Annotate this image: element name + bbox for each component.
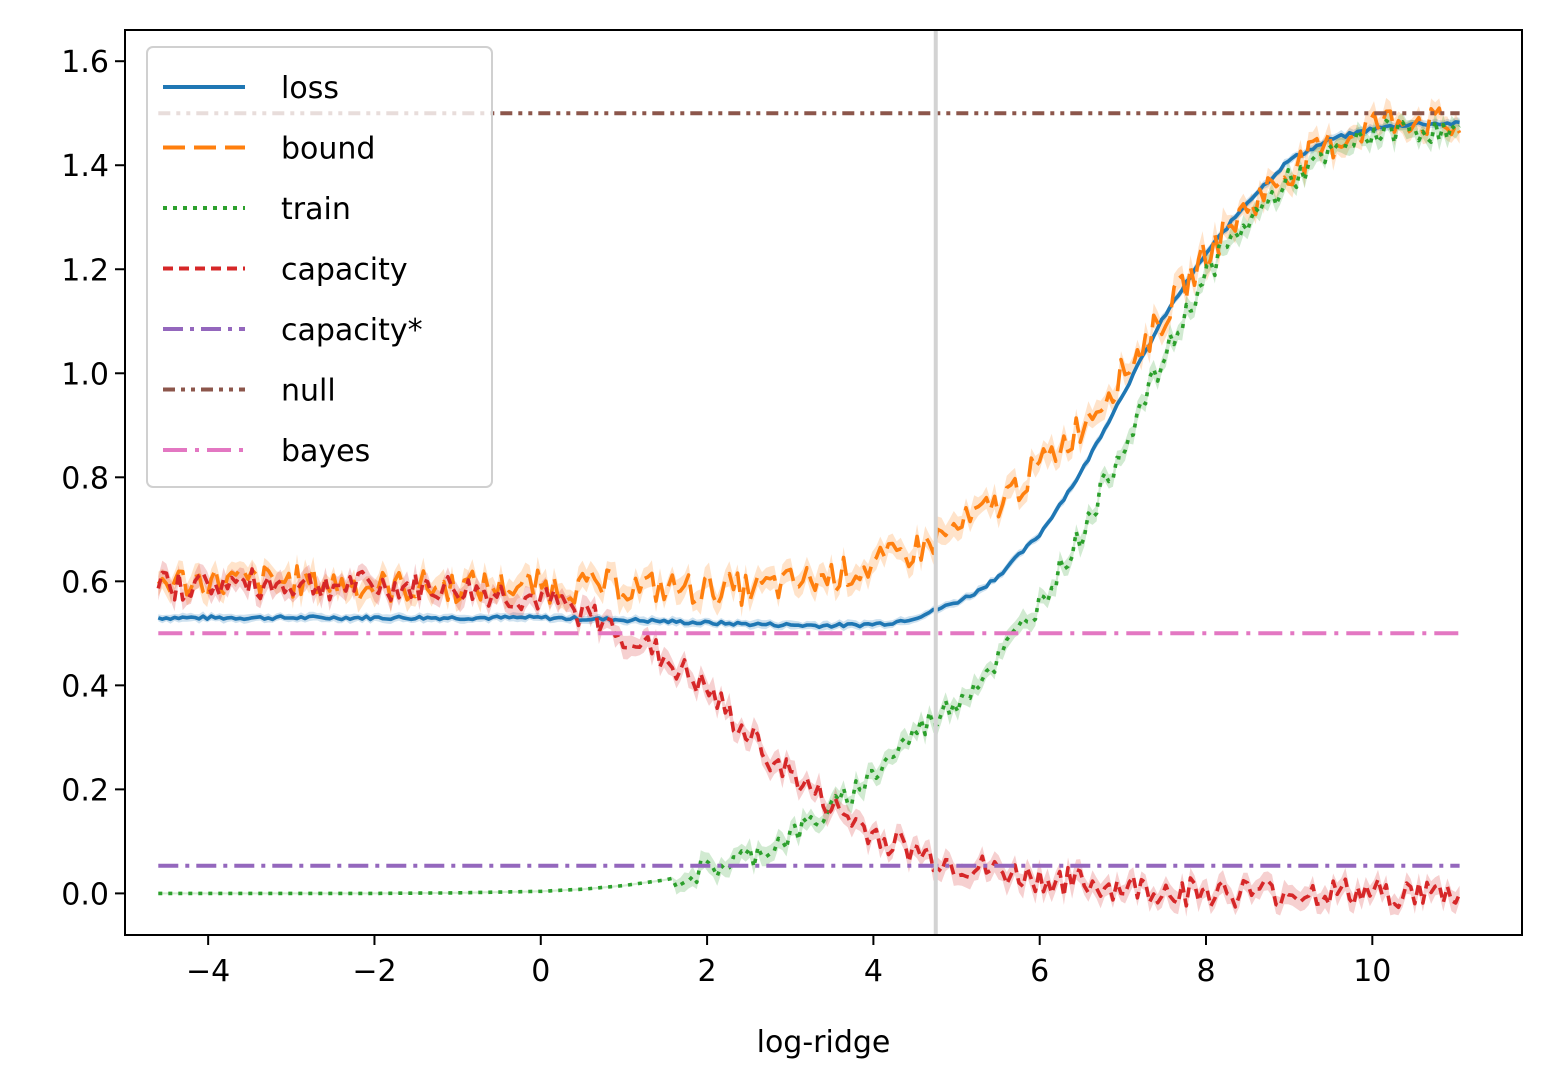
y-tick-label: 1.2	[61, 253, 109, 288]
x-tick-label: 8	[1196, 954, 1215, 989]
x-tick-label: 0	[531, 954, 550, 989]
series-line-capacity	[156, 567, 1462, 910]
y-tick-label: 0.0	[61, 877, 109, 912]
series-line-bound	[156, 106, 1462, 608]
y-tick-label: 0.4	[61, 669, 109, 704]
legend-label-train: train	[281, 192, 351, 227]
x-tick-label: 2	[698, 954, 717, 989]
y-tick-label: 0.2	[61, 773, 109, 808]
x-tick-label: 10	[1353, 954, 1391, 989]
bound-band	[158, 97, 1460, 618]
legend: loss bound train capacity capacity* null bayes	[146, 46, 493, 488]
legend-label-capacity: capacity*	[281, 313, 423, 348]
x-tick-label: 6	[1030, 954, 1049, 989]
x-axis-label: log-ridge	[757, 1025, 891, 1060]
y-tick-label: 0.8	[61, 461, 109, 496]
series-lines	[156, 106, 1462, 910]
plot-frame	[124, 29, 1523, 936]
legend-label-bound: bound	[281, 132, 375, 167]
series-line-loss	[157, 120, 1460, 630]
y-tick-label: 1.4	[61, 149, 109, 184]
legend-label-bayes: bayes	[281, 434, 370, 469]
legend-label-null: null	[281, 374, 336, 409]
x-axis: −4 −2 0 2 4 6 8 10	[186, 935, 1391, 989]
x-tick-label: −4	[186, 954, 230, 989]
legend-label-capacity: capacity	[281, 253, 408, 288]
x-tick-label: −2	[352, 954, 396, 989]
y-axis: 0.0 0.2 0.4 0.6 0.8 1.0 1.2 1.4 1.6	[61, 45, 125, 912]
legend-box	[146, 46, 493, 488]
y-tick-label: 0.6	[61, 565, 109, 600]
y-tick-label: 1.0	[61, 357, 109, 392]
x-tick-label: 4	[864, 954, 883, 989]
y-tick-label: 1.6	[61, 45, 109, 80]
legend-label-loss: loss	[281, 71, 339, 106]
capacity-band	[158, 560, 1460, 917]
confidence-bands	[158, 97, 1460, 917]
